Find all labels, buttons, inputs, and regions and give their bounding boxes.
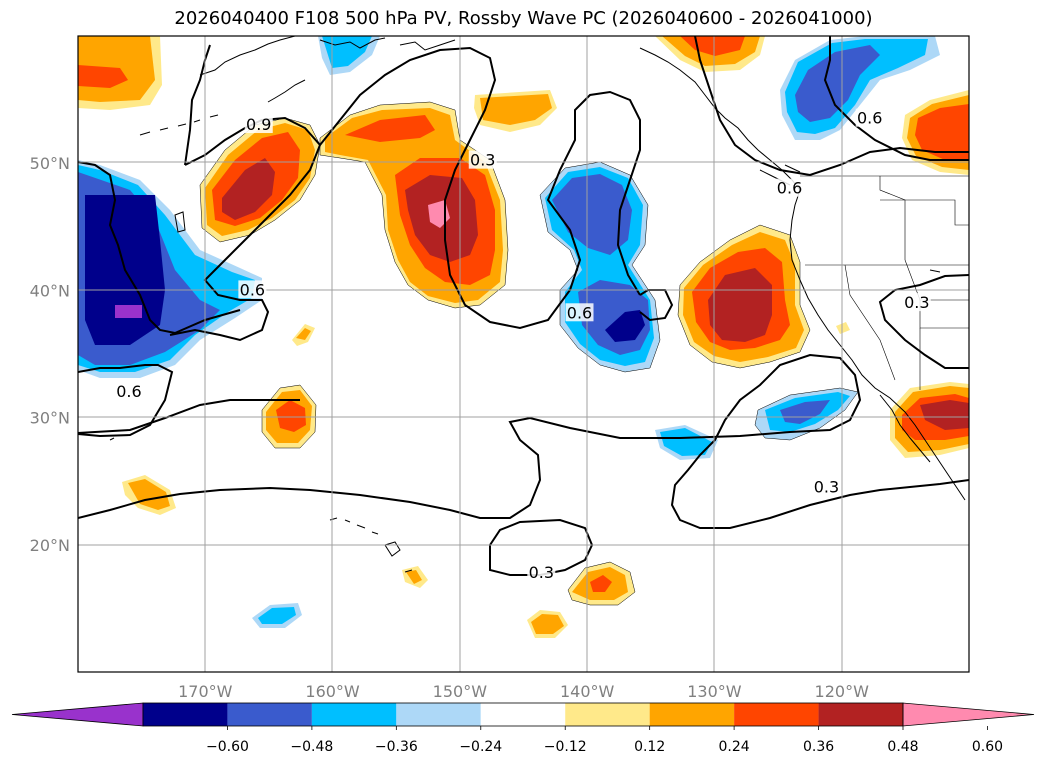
colorbar-tick-label: 0.12: [634, 739, 665, 755]
negative-anomaly-ne: [780, 36, 940, 140]
positive-anomaly-140w-16n: [568, 562, 635, 605]
lon-label: 150°W: [433, 682, 488, 701]
longitude-labels: 170°W 160°W 150°W 140°W 130°W 120°W: [178, 682, 869, 701]
colorbar-tick-label: −0.60: [206, 739, 249, 755]
positive-anomaly-128w: [678, 225, 810, 368]
coastlines: [109, 36, 966, 573]
colorbar-swatch: [818, 703, 903, 726]
contour-label: 0.6: [777, 179, 802, 198]
colorbar-swatch: [396, 703, 481, 726]
contour-label-bg: [812, 477, 841, 496]
lat-label: 40°N: [30, 281, 70, 300]
lon-label: 140°W: [560, 682, 615, 701]
contour-labels: 0.9 0.3 0.6 0.6 0.6 0.6 0.3 0.6 0.3 0.3: [114, 108, 931, 582]
colorbar-tick-label: 0.60: [972, 739, 1003, 755]
colorbar-swatch: [565, 703, 650, 726]
contour-label-bg: [114, 382, 143, 401]
positive-anomaly-120w-37n: [836, 322, 850, 334]
gridlines: [78, 36, 969, 672]
contour-label-bg: [468, 150, 497, 169]
lat-label: 50°N: [30, 154, 70, 173]
colorbar-frame: [142, 702, 904, 727]
contour-label: 0.6: [240, 280, 265, 299]
colorbar-extend-high: [902, 702, 1035, 727]
positive-anomaly-se-corner: [890, 382, 969, 458]
positive-anomaly-nw-corner: [78, 36, 162, 110]
lon-label: 130°W: [687, 682, 742, 701]
contour-label-bg: [238, 280, 267, 299]
positive-anomaly-165w: [200, 118, 320, 242]
lon-label: 120°W: [815, 682, 870, 701]
positive-anomaly-163w-37n: [292, 324, 315, 346]
colorbar-swatch: [480, 703, 566, 726]
contour-label: 0.3: [529, 563, 554, 582]
positive-anomaly-148w-55n: [474, 90, 557, 132]
contour-label: 0.6: [567, 303, 592, 322]
negative-anomaly-163w-13n: [252, 603, 302, 628]
negative-anomaly-125w-30n: [755, 388, 858, 440]
colorbar: −0.60 −0.48 −0.36 −0.24 −0.12 0.12 0.24 0.36 0.4…: [11, 702, 1035, 755]
contour-label-bg: [565, 303, 594, 322]
colorbar-tick-label: −0.12: [544, 739, 587, 755]
latitude-labels: 50°N 40°N 30°N 20°N: [30, 154, 70, 555]
colorbar-tick-label: 0.48: [887, 739, 918, 755]
colorbar-swatch: [227, 703, 312, 726]
colorbar-tick-label: 0.36: [803, 739, 834, 755]
lon-label: 160°W: [305, 682, 360, 701]
pv-shading: [78, 36, 969, 638]
colorbar-tick-label: −0.24: [459, 739, 502, 755]
contour-label: 0.3: [470, 151, 495, 170]
colorbar-tick-label: 0.24: [719, 739, 750, 755]
lat-label: 20°N: [30, 536, 70, 555]
contour-label-bg: [855, 108, 884, 127]
positive-anomaly-144w-13n: [527, 610, 568, 638]
contour-label-bg: [527, 562, 556, 581]
colorbar-tick-label: −0.48: [290, 739, 333, 755]
contour-label: 0.6: [857, 109, 882, 128]
colorbar-swatch: [649, 703, 735, 726]
contour-label-bg: [775, 178, 804, 197]
contour-label: 0.9: [246, 115, 271, 134]
lon-label: 170°W: [178, 682, 233, 701]
lat-label: 30°N: [30, 409, 70, 428]
colorbar-tick-label: −0.36: [375, 739, 418, 755]
map-title: 2026040400 F108 500 hPa PV, Rossby Wave …: [174, 8, 873, 29]
contour-label: 0.3: [814, 478, 839, 497]
pv-contours: [78, 36, 969, 576]
colorbar-swatch: [311, 703, 397, 726]
colorbar-extend-low: [11, 702, 144, 727]
map-background: [78, 36, 969, 672]
colorbar-swatch: [143, 703, 228, 726]
contour-label-bg: [902, 293, 931, 312]
map-frame: [77, 35, 970, 673]
contour-label: 0.3: [904, 293, 929, 312]
colorbar-swatch: [734, 703, 819, 726]
negative-anomaly-135w-28n: [655, 425, 718, 460]
contour-label: 0.6: [116, 382, 141, 401]
positive-anomaly-130w-top: [655, 36, 765, 72]
contour-label-bg: [244, 115, 273, 134]
positive-anomaly-172w-24n: [122, 475, 176, 515]
